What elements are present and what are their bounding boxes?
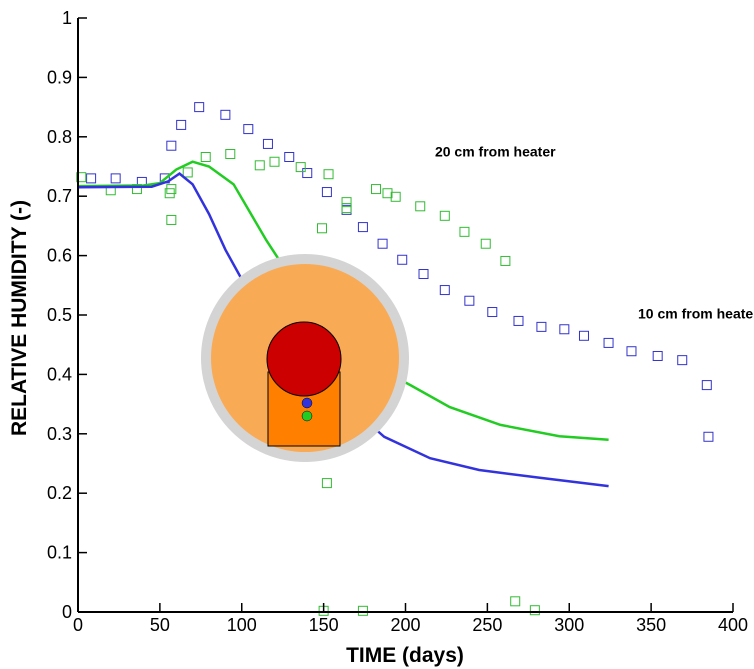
annotation: 20 cm from heater — [435, 143, 556, 159]
data-point — [536, 321, 547, 332]
data-point — [603, 337, 614, 348]
y-tick-label: 0.7 — [47, 186, 72, 206]
data-point — [439, 210, 450, 221]
annotation: 10 cm from heater — [638, 306, 754, 322]
axes: 0 50 100 150 200 250 300 350 400 0 0.1 0.2 0.3 0.4 0.5… — [47, 8, 754, 635]
data-point — [559, 324, 570, 335]
data-point — [480, 238, 491, 249]
data-point — [397, 254, 408, 265]
inset-sensor — [301, 410, 313, 422]
data-point — [225, 149, 236, 160]
data-point — [652, 350, 663, 361]
data-point — [341, 197, 352, 208]
y-tick-label: 0.1 — [47, 543, 72, 563]
y-tick-label: 0.2 — [47, 483, 72, 503]
data-point — [677, 355, 688, 366]
data-point — [341, 203, 352, 214]
data-point — [703, 431, 714, 442]
y-tick-label: 0.6 — [47, 246, 72, 266]
data-point — [464, 295, 475, 306]
data-point — [86, 173, 97, 184]
x-tick-label: 350 — [636, 615, 666, 635]
data-point — [382, 188, 393, 199]
data-point — [418, 269, 429, 280]
data-point — [262, 138, 273, 149]
x-tick-label: 0 — [73, 615, 83, 635]
data-point — [323, 169, 334, 180]
data-point — [166, 214, 177, 225]
y-tick-label: 0.5 — [47, 305, 72, 325]
data-point — [176, 119, 187, 130]
data-point — [302, 168, 313, 179]
x-tick-label: 400 — [718, 615, 748, 635]
data-point — [243, 124, 254, 135]
data-point — [254, 160, 265, 171]
data-point — [166, 184, 177, 195]
data-point — [357, 605, 368, 616]
data-point — [500, 255, 511, 266]
y-tick-label: 1 — [62, 8, 72, 28]
data-point — [76, 172, 87, 183]
y-tick-label: 0.8 — [47, 127, 72, 147]
y-tick-label: 0.3 — [47, 424, 72, 444]
data-point — [415, 201, 426, 212]
data-point — [487, 307, 498, 318]
series-line — [77, 160, 609, 441]
data-point — [284, 151, 295, 162]
data-point — [701, 380, 712, 391]
data-point — [321, 478, 332, 489]
data-point — [626, 346, 637, 357]
y-tick-label: 0.9 — [47, 67, 72, 87]
data-point — [182, 167, 193, 178]
data-point — [316, 223, 327, 234]
data-point — [295, 162, 306, 173]
data-point — [194, 102, 205, 113]
inset-sensor — [301, 397, 313, 409]
data-point — [578, 330, 589, 341]
data-point — [529, 605, 540, 616]
inset-heater — [266, 321, 342, 397]
x-axis-title: TIME (days) — [346, 644, 464, 667]
data-point — [321, 187, 332, 198]
x-tick-label: 100 — [227, 615, 257, 635]
y-tick-label: 0 — [62, 602, 72, 622]
data-point — [166, 140, 177, 151]
x-tick-label: 50 — [150, 615, 170, 635]
data-point — [371, 184, 382, 195]
data-point — [357, 222, 368, 233]
heater-inset — [201, 254, 409, 462]
data-point — [390, 191, 401, 202]
data-point — [513, 315, 524, 326]
x-tick-label: 200 — [390, 615, 420, 635]
x-tick-label: 250 — [472, 615, 502, 635]
data-point — [510, 596, 521, 607]
data-point — [377, 238, 388, 249]
data-point — [439, 285, 450, 296]
y-axis-title: RELATIVE HUMIDITY (-) — [8, 200, 31, 436]
x-tick-label: 150 — [309, 615, 339, 635]
x-tick-label: 300 — [554, 615, 584, 635]
data-point — [110, 173, 121, 184]
y-tick-label: 0.4 — [47, 364, 72, 384]
data-point — [269, 156, 280, 167]
data-point — [200, 151, 211, 162]
data-point — [459, 226, 470, 237]
data-point — [220, 109, 231, 120]
